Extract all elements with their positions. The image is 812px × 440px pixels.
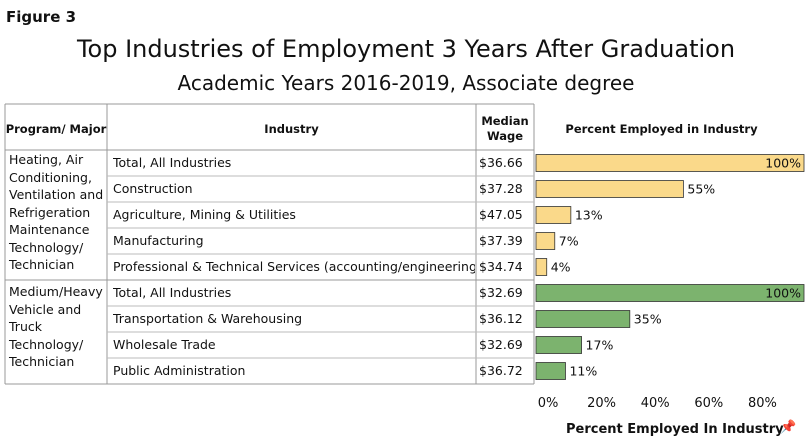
wage-cell: $37.28 xyxy=(479,181,523,196)
bar xyxy=(535,310,631,328)
x-axis-title: Percent Employed In Industry xyxy=(566,422,784,437)
industry-cell: Professional & Technical Services (accou… xyxy=(113,259,475,274)
industry-cell: Public Administration xyxy=(113,363,246,378)
bar xyxy=(535,362,566,380)
bar-data-label: 4% xyxy=(551,260,571,275)
bar xyxy=(535,154,805,172)
chart-subtitle: Academic Years 2016-2019, Associate degr… xyxy=(177,71,635,95)
pin-icon: 📌 xyxy=(780,420,797,435)
bar-data-label: 35% xyxy=(634,312,662,327)
bar-data-label: 100% xyxy=(765,156,801,171)
header-industry: Industry xyxy=(264,121,319,136)
wage-cell: $37.39 xyxy=(479,233,523,248)
program-cell-hvac: Heating, Air Conditioning, Ventilation a… xyxy=(9,152,104,272)
bar-data-label: 7% xyxy=(559,234,579,249)
bar-data-label: 11% xyxy=(569,364,597,379)
bar-data-label: 100% xyxy=(765,286,801,301)
x-tick-label: 80% xyxy=(748,396,777,411)
header-program: Program/ Major xyxy=(5,121,107,136)
wage-cell: $36.72 xyxy=(479,363,523,378)
bar xyxy=(535,232,556,250)
figure-label: Figure 3 xyxy=(6,8,77,26)
bar-data-label: 13% xyxy=(575,208,603,223)
wage-cell: $36.12 xyxy=(479,311,523,326)
bar-data-label: 17% xyxy=(586,338,614,353)
bar xyxy=(535,284,805,302)
x-tick-label: 60% xyxy=(694,396,723,411)
header-percent-employed: Percent Employed in Industry xyxy=(565,121,758,136)
industry-cell: Wholesale Trade xyxy=(113,337,216,352)
x-tick-label: 40% xyxy=(641,396,670,411)
program-cell-truck: Medium/Heavy Vehicle and Truck Technolog… xyxy=(9,284,103,369)
bar xyxy=(535,206,572,224)
industry-cell: Manufacturing xyxy=(113,233,204,248)
industry-cell: Total, All Industries xyxy=(113,285,232,300)
bar xyxy=(535,180,684,198)
industry-cell: Transportation & Warehousing xyxy=(113,311,303,326)
wage-cell: $34.74 xyxy=(479,259,523,274)
x-tick-label: 20% xyxy=(587,396,616,411)
wage-cell: $32.69 xyxy=(479,337,523,352)
bar xyxy=(535,258,548,276)
header-median-wage: Median Wage xyxy=(481,114,529,143)
bar xyxy=(535,336,582,354)
chart-title: Top Industries of Employment 3 Years Aft… xyxy=(76,35,736,63)
wage-cell: $32.69 xyxy=(479,285,523,300)
wage-cell: $47.05 xyxy=(479,207,523,222)
x-tick-label: 0% xyxy=(538,396,559,411)
industry-cell: Construction xyxy=(113,181,193,196)
industry-cell: Total, All Industries xyxy=(113,155,232,170)
bar-data-label: 55% xyxy=(687,182,715,197)
wage-cell: $36.66 xyxy=(479,155,523,170)
industry-cell: Agriculture, Mining & Utilities xyxy=(113,207,296,222)
